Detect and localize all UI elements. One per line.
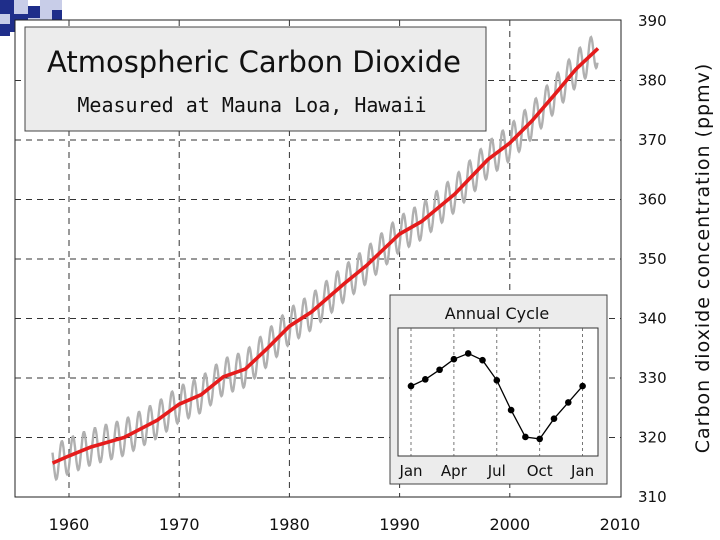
inset-point — [450, 355, 458, 363]
y-tick-label: 320 — [638, 429, 667, 447]
y-axis-label: Carbon dioxide concentration (ppmv) — [692, 63, 714, 454]
inset-point — [507, 406, 515, 414]
inset-points — [407, 350, 586, 443]
y-tick-label: 310 — [638, 488, 667, 506]
x-tick-label: 1990 — [379, 515, 420, 534]
x-tick-label: 1970 — [159, 515, 200, 534]
inset-point — [565, 399, 572, 406]
header-tile — [14, 0, 28, 14]
x-tick-label: 1960 — [49, 515, 90, 534]
y-axis: 390 380 370 360 350 340 330 320 310 — [638, 12, 667, 506]
inset-point — [579, 382, 586, 390]
inset-plot-frame — [397, 327, 599, 457]
inset-point — [550, 415, 558, 423]
y-tick-label: 380 — [638, 72, 667, 90]
x-axis: 1960 1970 1980 1990 2000 2010 — [49, 515, 641, 534]
y-tick-label: 330 — [638, 369, 667, 387]
inset-point — [536, 435, 543, 443]
x-tick-label: 1980 — [269, 515, 310, 534]
inset-x-tick-label: Jan — [398, 462, 422, 480]
y-tick-label: 390 — [638, 12, 667, 30]
header-tile — [52, 10, 62, 22]
x-tick-label: 2010 — [600, 515, 641, 534]
inset-x-axis: Jan Apr Jul Oct Jan — [398, 462, 594, 480]
monthly-mean-line — [51, 35, 599, 482]
inset-point — [493, 377, 501, 384]
inset-point — [479, 356, 486, 364]
inset-x-tick-label: Apr — [441, 462, 468, 480]
inset-point — [422, 376, 429, 383]
y-tick-label: 370 — [638, 131, 667, 149]
inset-point — [436, 366, 443, 374]
header-tile — [0, 14, 10, 24]
inset-x-tick-label: Jul — [487, 462, 506, 480]
inset-point — [522, 433, 529, 441]
title-box — [24, 26, 487, 132]
header-tile — [0, 0, 14, 14]
y-tick-label: 360 — [638, 191, 667, 209]
inset-x-tick-label: Jan — [570, 462, 594, 480]
inset-point — [407, 382, 415, 390]
header-tile — [40, 0, 52, 22]
header-tile — [0, 24, 10, 36]
chart-title: Atmospheric Carbon Dioxide — [47, 45, 461, 79]
annual-average-line — [51, 47, 600, 465]
x-tick-label: 2000 — [489, 515, 530, 534]
y-tick-label: 350 — [638, 250, 667, 268]
chart-subtitle: Measured at Mauna Loa, Hawaii — [77, 93, 426, 117]
header-tile — [52, 0, 62, 10]
y-tick-label: 340 — [638, 310, 667, 328]
header-tile — [28, 6, 40, 18]
inset-point — [464, 350, 472, 357]
inset-title: Annual Cycle — [445, 304, 549, 323]
inset-x-tick-label: Oct — [527, 462, 553, 480]
